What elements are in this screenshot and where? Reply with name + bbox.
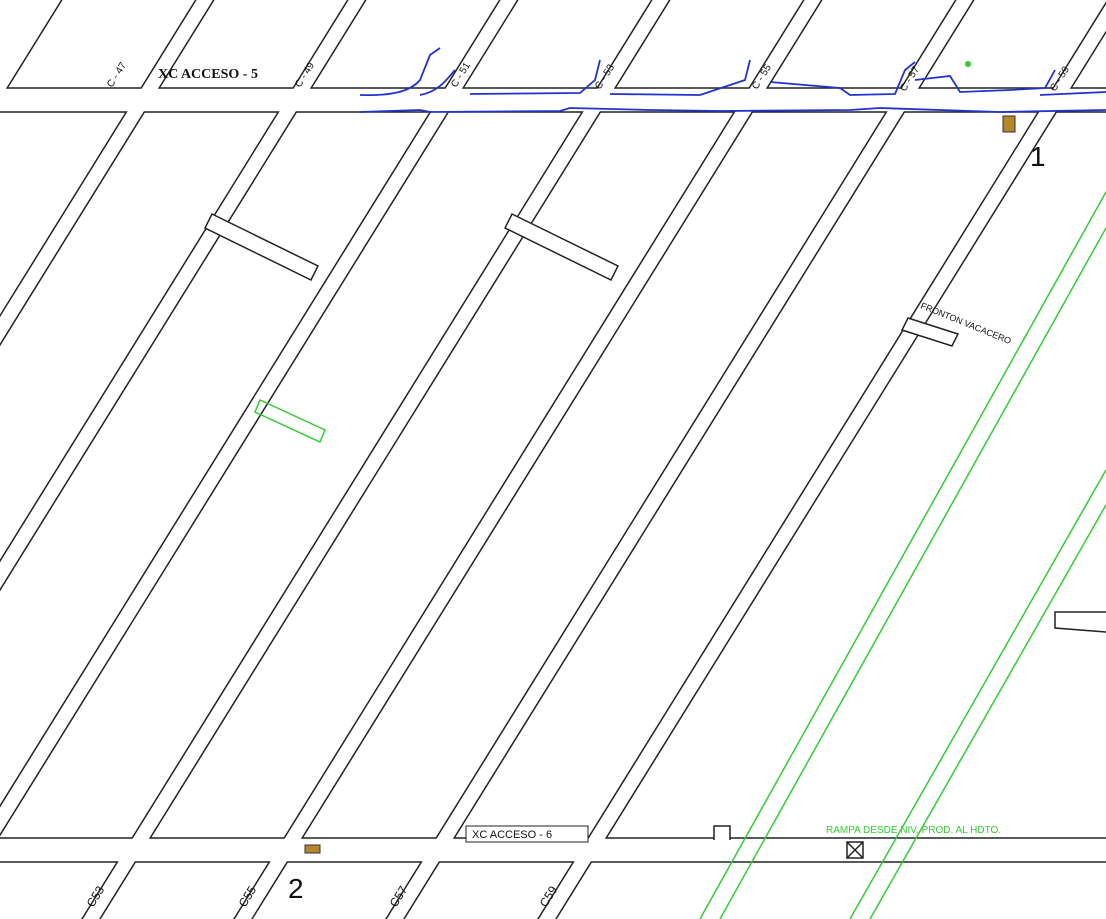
station-marker <box>305 845 320 853</box>
road-label: XC ACCESO - 6 <box>472 829 552 841</box>
road-label: XC ACCESO - 5 <box>158 67 258 82</box>
pillar <box>549 862 1106 919</box>
mine-map: XC ACCESO - 5 C - 47 C - 49 C - 51 C - 5… <box>0 0 1106 919</box>
niche <box>714 826 730 840</box>
pillars <box>0 0 1106 919</box>
point-label: 1 <box>1030 141 1046 172</box>
survey-point <box>965 61 971 67</box>
ventilation-door <box>847 842 863 858</box>
station-marker <box>1003 116 1015 132</box>
annotation: RAMPA DESDE NIV. PROD. AL HDTO. <box>826 825 1001 836</box>
point-label: 2 <box>288 873 304 904</box>
